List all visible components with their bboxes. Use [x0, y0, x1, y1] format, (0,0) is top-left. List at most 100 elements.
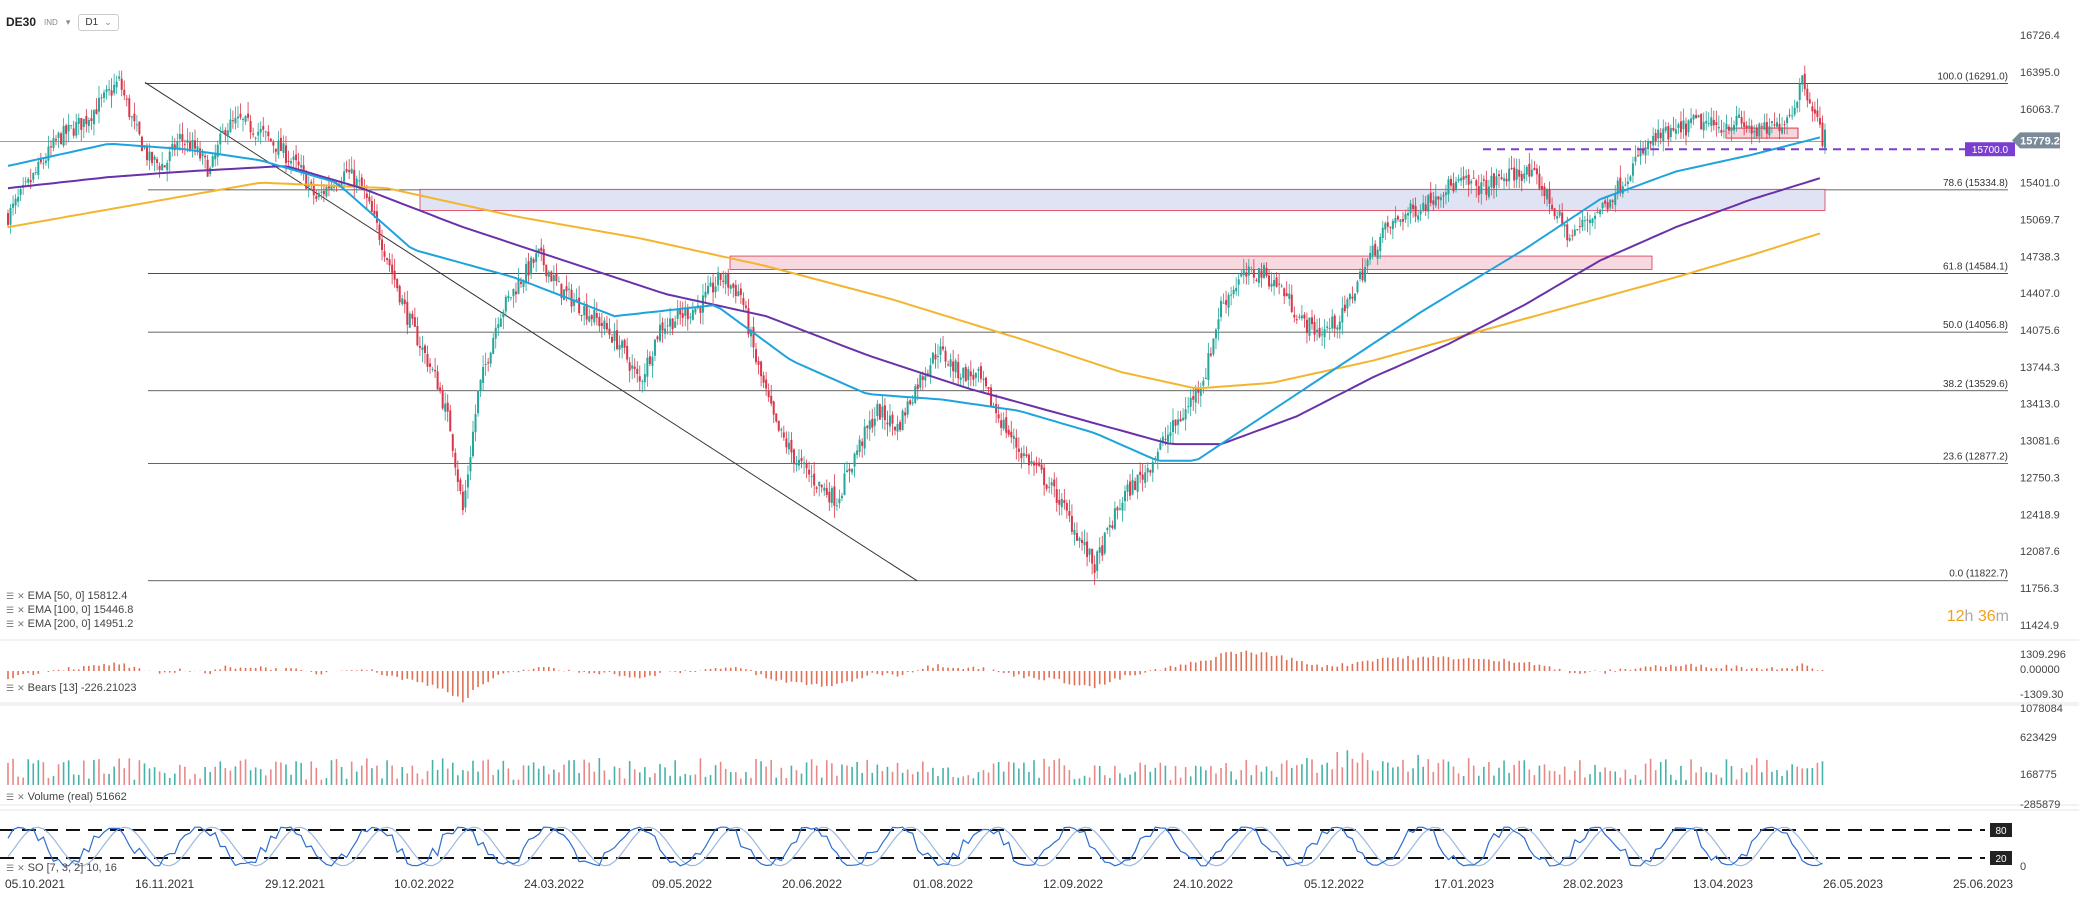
legend-ema200[interactable]: ☰ ✕ EMA [200, 0] 14951.2 [6, 618, 134, 630]
bears-bar [623, 671, 626, 676]
bears-bar [1088, 671, 1091, 687]
candle-body [332, 186, 335, 188]
candle-body [1707, 123, 1710, 125]
candle-body [1179, 418, 1182, 422]
candle-body [1786, 117, 1789, 124]
settings-icon[interactable]: ☰ [6, 791, 15, 802]
volume-bar [1563, 766, 1566, 785]
bears-bar [997, 671, 1000, 673]
volume-bar [1584, 777, 1586, 785]
candle-body [1690, 118, 1693, 124]
candle-body [969, 371, 972, 377]
candle-body [1394, 218, 1397, 224]
candle-body [1801, 75, 1804, 85]
volume-bar [57, 764, 60, 785]
close-icon[interactable]: ✕ [17, 590, 25, 601]
candle-body [381, 239, 384, 251]
date-axis-tick: 01.08.2022 [913, 877, 973, 891]
volume-bar [1043, 758, 1045, 785]
settings-icon[interactable]: ☰ [6, 618, 15, 629]
volume-bar [88, 778, 90, 785]
close-icon[interactable]: ✕ [17, 682, 25, 693]
candle-body [760, 361, 763, 377]
settings-icon[interactable]: ☰ [6, 604, 15, 615]
volume-bar [1417, 754, 1419, 785]
bears-bar [22, 671, 24, 675]
candle-body [1720, 129, 1723, 133]
candle-body [810, 475, 813, 477]
candle-body [1609, 199, 1612, 208]
candle-body [1437, 196, 1440, 200]
volume-bar [1346, 750, 1349, 785]
candle-body [1305, 319, 1308, 334]
bears-bar [1685, 664, 1687, 671]
bears-axis-tick: -1309.30 [2020, 689, 2063, 701]
candle-body [464, 490, 467, 508]
candle-body [823, 487, 826, 491]
close-icon[interactable]: ✕ [17, 618, 25, 629]
chevron-down-icon[interactable]: ▾ [65, 16, 71, 27]
settings-icon[interactable]: ☰ [6, 682, 15, 693]
bears-bar [88, 665, 90, 671]
bears-bar [866, 671, 869, 676]
candle-body [1503, 178, 1506, 182]
bears-bar [1280, 655, 1283, 671]
bears-bar [62, 670, 65, 671]
bears-bar [886, 671, 889, 674]
candle-body [191, 139, 194, 149]
volume-bar [1088, 777, 1091, 785]
candle-body [1730, 128, 1733, 132]
candle-body [616, 330, 619, 349]
symbol-label[interactable]: DE30 [6, 15, 37, 29]
legend-bears[interactable]: ☰ ✕ Bears [13] -226.21023 [6, 682, 137, 694]
bears-bar [219, 669, 222, 671]
volume-bar [1366, 760, 1369, 785]
bears-bar [972, 666, 975, 671]
candle-body [1434, 196, 1437, 206]
candle-body [358, 180, 361, 182]
close-icon[interactable]: ✕ [17, 604, 25, 615]
bears-bar [1371, 661, 1374, 671]
volume-bar [820, 777, 823, 785]
timeframe-select[interactable]: D1 ⌄ [78, 13, 119, 31]
bears-bar [512, 671, 515, 672]
price-axis-tick: 13744.3 [2020, 362, 2060, 374]
candle-body [466, 474, 469, 488]
legend-volume[interactable]: ☰ ✕ Volume (real) 51662 [6, 791, 127, 803]
candle-body [1740, 117, 1743, 124]
candle-body [1594, 215, 1597, 219]
candle-body [196, 146, 199, 151]
candle-body [1649, 141, 1652, 144]
candle-body [1639, 149, 1642, 157]
candle-body [1139, 471, 1142, 475]
legend-ema50[interactable]: ☰ ✕ EMA [50, 0] 15812.4 [6, 590, 128, 602]
close-icon[interactable]: ✕ [17, 791, 25, 802]
candle-body [1748, 125, 1751, 128]
candle-body [469, 457, 472, 472]
candle-body [916, 384, 919, 390]
legend-so[interactable]: ☰ ✕ SO [7, 3, 2] 10, 16 [6, 862, 117, 874]
current-price-badge [2012, 132, 2060, 149]
candle-body [1379, 237, 1382, 251]
candle-body [633, 366, 636, 369]
legend-ema100[interactable]: ☰ ✕ EMA [100, 0] 15446.8 [6, 604, 134, 616]
candle-body [1412, 204, 1415, 210]
volume-bar [1740, 768, 1743, 785]
candle-body [108, 89, 111, 91]
candle-body [1015, 437, 1018, 448]
candle-body [525, 263, 528, 284]
candle-body [224, 130, 227, 136]
candle-body [39, 159, 42, 163]
volume-bar [633, 769, 636, 785]
candle-body [1444, 192, 1447, 196]
candle-body [1482, 179, 1485, 181]
settings-icon[interactable]: ☰ [6, 590, 15, 601]
close-icon[interactable]: ✕ [17, 862, 25, 873]
volume-bar [780, 767, 783, 785]
candle-body [757, 361, 760, 365]
volume-bar [1331, 769, 1334, 785]
candle-body [1063, 500, 1066, 504]
settings-icon[interactable]: ☰ [6, 862, 15, 873]
volume-bar [896, 762, 899, 785]
